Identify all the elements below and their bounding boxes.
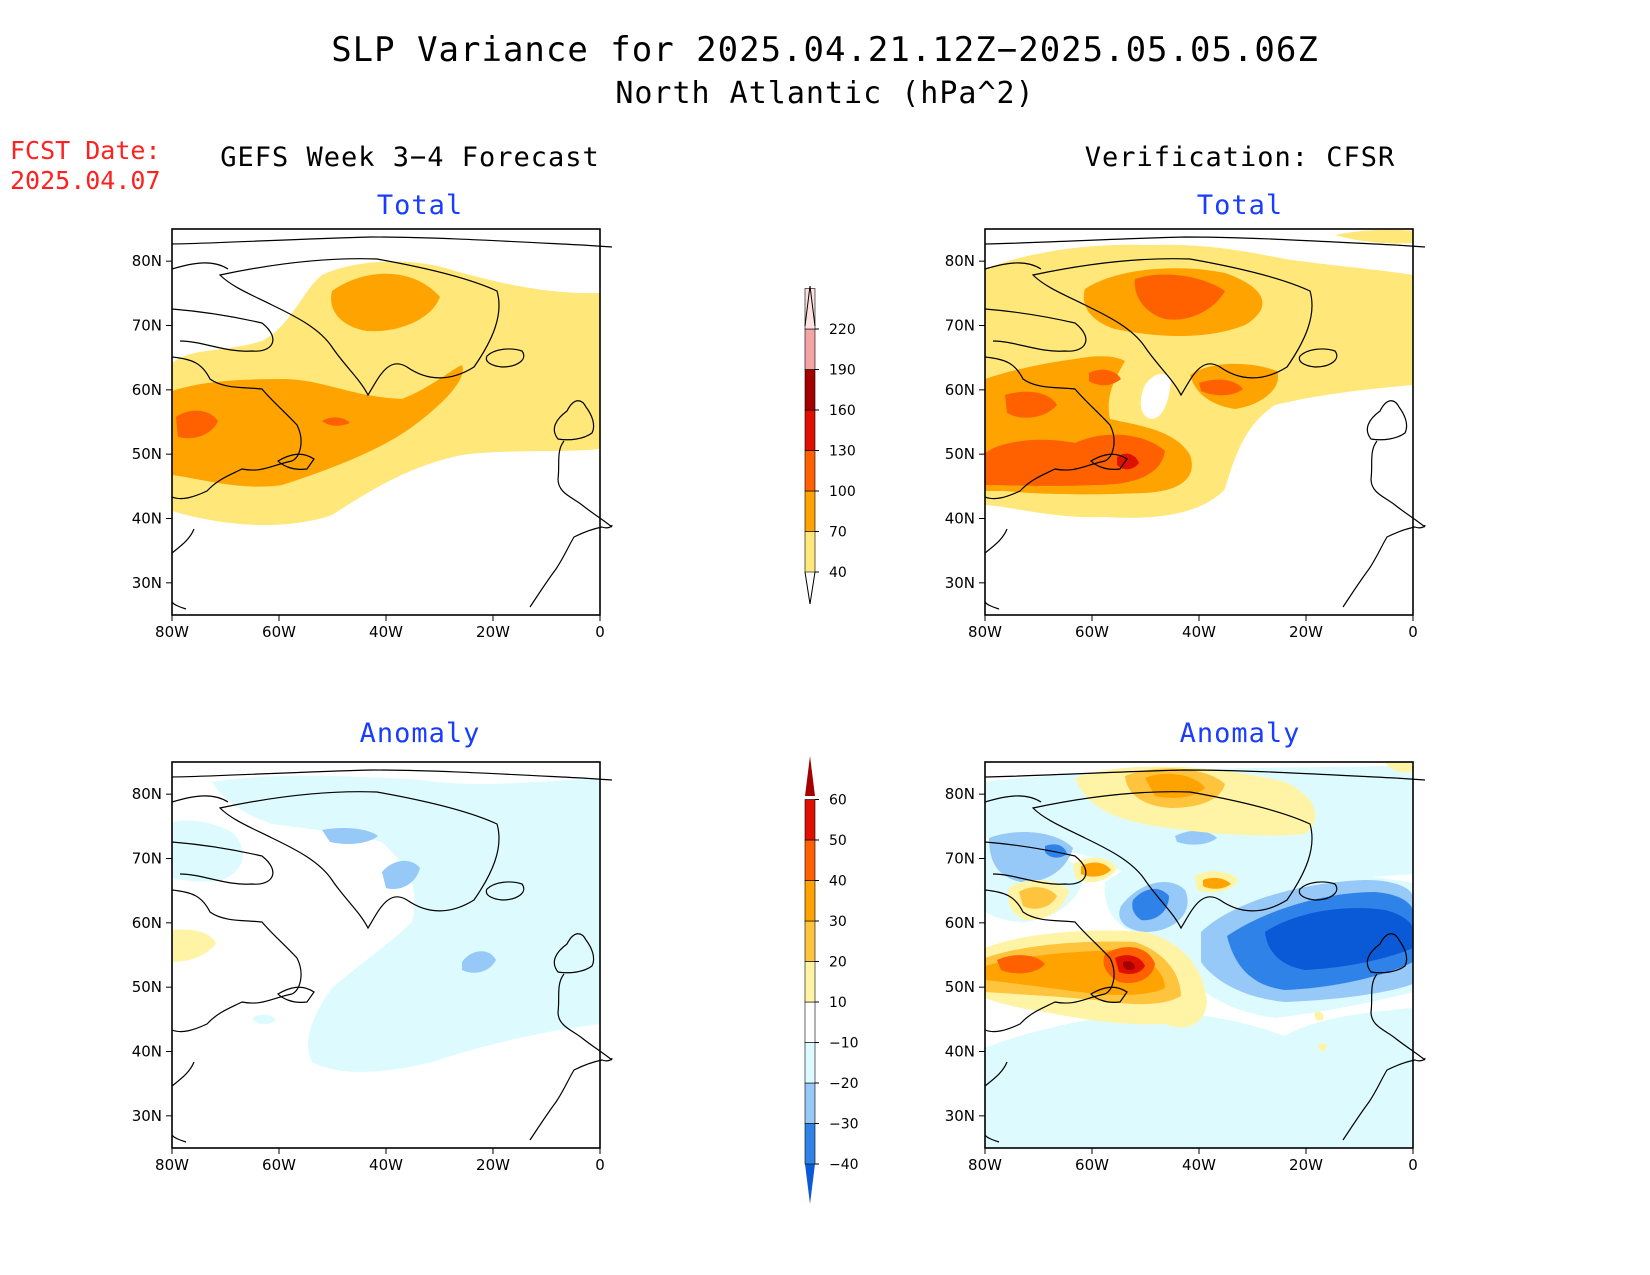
lat-tick-label: 40N: [132, 510, 162, 528]
total-colorbar-label: 220: [829, 322, 856, 338]
lat-tick-label: 70N: [945, 850, 975, 868]
lon-tick-label: 40W: [1182, 623, 1216, 641]
lat-tick-label: 30N: [132, 574, 162, 592]
anomaly-colorbar-swatch: [804, 1123, 816, 1165]
lon-tick-label: 80W: [155, 623, 189, 641]
chart-title: SLP Variance for 2025.04.21.12Z−2025.05.…: [331, 30, 1319, 70]
lon-tick-label: 20W: [476, 1156, 510, 1174]
lon-tick-label: 0: [595, 1156, 605, 1174]
total-colorbar-swatch: [804, 450, 816, 492]
anomaly-colorbar: −40 −30 −20 −10 10 20 30 40 50 60: [804, 756, 859, 1204]
total-colorbar-swatch: [804, 490, 816, 532]
lon-tick-label: 60W: [262, 623, 296, 641]
lon-tick-label: 40W: [369, 623, 403, 641]
anomaly-colorbar-label: 10: [829, 995, 847, 1011]
lon-tick-label: 60W: [262, 1156, 296, 1174]
verification-anomaly-shading: [985, 762, 1413, 1148]
verification-total-shading: [985, 229, 1413, 518]
anomaly-colorbar-swatch: [804, 961, 816, 1003]
lat-tick-label: 40N: [132, 1043, 162, 1061]
forecast-anomaly-shading: [172, 775, 600, 1072]
anomaly-colorbar-label: 60: [829, 793, 847, 809]
total-colorbar-swatch: [804, 369, 816, 411]
anomaly-colorbar-label: 40: [829, 874, 847, 890]
lon-tick-label: 20W: [476, 623, 510, 641]
lon-tick-label: 80W: [968, 623, 1002, 641]
anomaly-colorbar-label: −10: [829, 1036, 859, 1052]
anomaly-colorbar-label: −30: [829, 1117, 859, 1133]
forecast-date-value: 2025.04.07: [10, 166, 161, 195]
total-colorbar: 40 70 100 130 160 190 220: [804, 285, 856, 605]
forecast-anomaly-label: Anomaly: [359, 718, 481, 749]
total-colorbar-label: 160: [829, 403, 856, 419]
lat-tick-label: 50N: [132, 978, 162, 996]
anomaly-colorbar-label: 50: [829, 833, 847, 849]
anomaly-colorbar-label: −40: [829, 1157, 859, 1173]
forecast-date-label: FCST Date:: [10, 136, 161, 165]
lon-tick-label: 0: [1408, 623, 1418, 641]
lon-tick-label: 0: [1408, 1156, 1418, 1174]
verification-total-label: Total: [1196, 190, 1284, 221]
anomaly-colorbar-swatch: [804, 799, 816, 841]
total-colorbar-label: 100: [829, 484, 856, 500]
lon-tick-label: 40W: [369, 1156, 403, 1174]
lon-tick-label: 80W: [968, 1156, 1002, 1174]
lon-tick-label: 60W: [1075, 1156, 1109, 1174]
verification-total-panel: [984, 228, 1426, 616]
lon-tick-label: 80W: [155, 1156, 189, 1174]
anomaly-colorbar-label: 20: [829, 955, 847, 971]
total-colorbar-label: 70: [829, 525, 847, 541]
lat-tick-label: 80N: [132, 252, 162, 270]
lat-tick-label: 80N: [945, 252, 975, 270]
anomaly-colorbar-swatch: [804, 880, 816, 922]
anomaly-colorbar-swatch: [804, 920, 816, 962]
lat-tick-label: 60N: [132, 381, 162, 399]
verification-anomaly-panel: [984, 761, 1426, 1149]
lon-tick-label: 0: [595, 623, 605, 641]
lon-tick-label: 60W: [1075, 623, 1109, 641]
lat-tick-label: 60N: [132, 914, 162, 932]
total-colorbar-label: 130: [829, 444, 856, 460]
forecast-total-shading: [172, 261, 600, 526]
anomaly-colorbar-label: −20: [829, 1076, 859, 1092]
anomaly-colorbar-swatch: [804, 1082, 816, 1124]
lat-tick-label: 50N: [945, 978, 975, 996]
lat-tick-label: 70N: [132, 850, 162, 868]
lat-tick-label: 30N: [945, 574, 975, 592]
lat-tick-label: 70N: [132, 317, 162, 335]
lon-tick-label: 20W: [1289, 623, 1323, 641]
lat-tick-label: 60N: [945, 914, 975, 932]
total-colorbar-label: 40: [829, 565, 847, 581]
chart-subtitle: North Atlantic (hPa^2): [615, 76, 1035, 111]
lon-tick-label: 20W: [1289, 1156, 1323, 1174]
lat-tick-label: 50N: [945, 445, 975, 463]
total-colorbar-swatch: [804, 531, 816, 573]
anomaly-colorbar-swatch: [804, 1042, 816, 1084]
lat-tick-label: 50N: [132, 445, 162, 463]
anomaly-colorbar-swatch: [804, 1001, 816, 1043]
verification-anomaly-label: Anomaly: [1179, 718, 1301, 749]
forecast-anomaly-panel: [171, 761, 613, 1149]
lat-tick-label: 40N: [945, 510, 975, 528]
lat-tick-label: 60N: [945, 381, 975, 399]
total-colorbar-swatch: [804, 409, 816, 451]
lat-tick-label: 30N: [945, 1107, 975, 1125]
forecast-total-label: Total: [376, 190, 464, 221]
lat-tick-label: 40N: [945, 1043, 975, 1061]
right-column-heading: Verification: CFSR: [1084, 142, 1396, 173]
lat-tick-label: 70N: [945, 317, 975, 335]
forecast-date: FCST Date: 2025.04.07: [10, 136, 161, 196]
total-colorbar-swatch: [804, 328, 816, 370]
lat-tick-label: 80N: [945, 785, 975, 803]
anomaly-colorbar-label: 30: [829, 914, 847, 930]
lat-tick-label: 80N: [132, 785, 162, 803]
lat-tick-label: 30N: [132, 1107, 162, 1125]
anomaly-colorbar-swatch: [804, 839, 816, 881]
left-column-heading: GEFS Week 3−4 Forecast: [220, 142, 600, 173]
forecast-total-panel: [171, 228, 613, 616]
total-colorbar-label: 190: [829, 363, 856, 379]
lon-tick-label: 40W: [1182, 1156, 1216, 1174]
axis-labels: 80W 60W 40W 20W 0 80N 70N 60N 50N 40N 30N 80W 60W 40W…: [132, 252, 1418, 1174]
